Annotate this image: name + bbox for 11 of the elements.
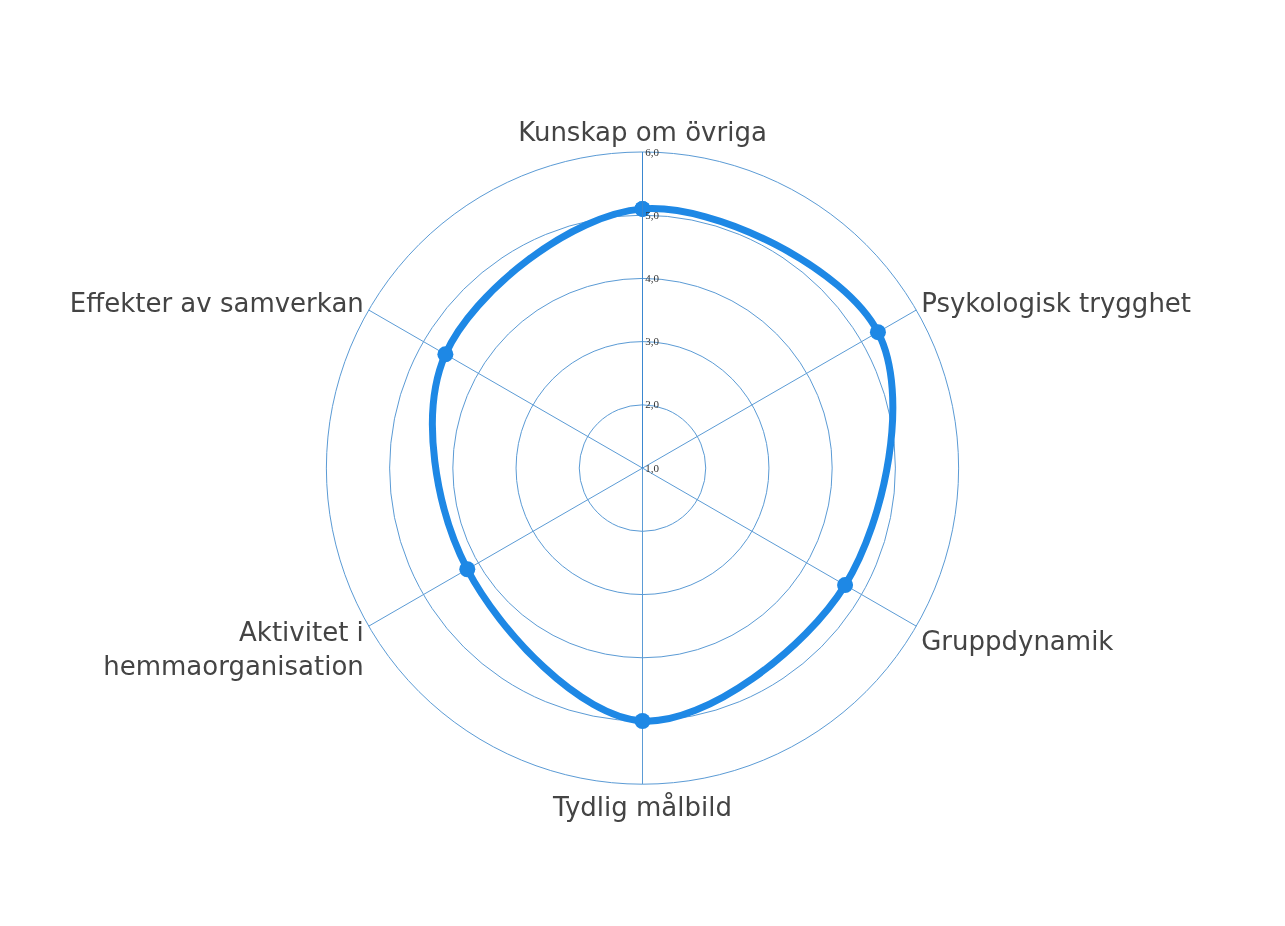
y-tick-label: 1,0 bbox=[645, 461, 660, 474]
spoke-label: Tydlig målbild bbox=[552, 791, 732, 822]
y-tick-label: 2,0 bbox=[645, 398, 660, 411]
y-tick-label: 3,0 bbox=[645, 335, 660, 348]
spoke-label: Kunskap om övriga bbox=[518, 117, 767, 148]
spoke-label: Gruppdynamik bbox=[921, 625, 1114, 656]
spoke-label: Aktivitet i hemmaorganisation bbox=[103, 617, 364, 682]
spoke-label: Effekter av samverkan bbox=[69, 288, 364, 319]
spoke-label: Psykologisk trygghet bbox=[921, 288, 1192, 319]
y-tick-label: 4,0 bbox=[645, 272, 660, 284]
y-tick-label: 6,0 bbox=[645, 145, 660, 158]
